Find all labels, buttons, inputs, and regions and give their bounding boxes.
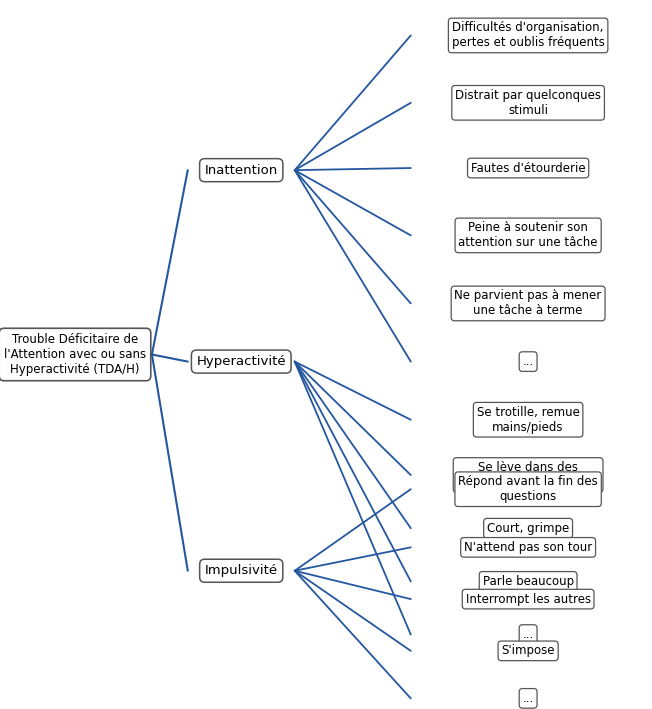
Text: Ne parvient pas à mener
une tâche à terme: Ne parvient pas à mener une tâche à term… [454,289,602,318]
Text: ...: ... [522,355,534,368]
Text: Répond avant la fin des
questions: Répond avant la fin des questions [458,475,598,503]
Text: Trouble Déficitaire de
l'Attention avec ou sans
Hyperactivité (TDA/H): Trouble Déficitaire de l'Attention avec … [4,333,146,376]
Text: Hyperactivité: Hyperactivité [196,355,286,368]
Text: ...: ... [522,628,534,641]
Text: Peine à soutenir son
attention sur une tâche: Peine à soutenir son attention sur une t… [458,221,598,250]
Text: Interrompt les autres: Interrompt les autres [466,593,591,605]
Text: Fautes d'étourderie: Fautes d'étourderie [471,162,585,174]
Text: N'attend pas son tour: N'attend pas son tour [464,541,592,554]
Text: Se trotille, remue
mains/pieds: Se trotille, remue mains/pieds [477,406,580,434]
Text: Parle beaucoup: Parle beaucoup [482,575,574,588]
Text: Difficultés d'organisation,
pertes et oublis fréquents: Difficultés d'organisation, pertes et ou… [452,21,604,50]
Text: Se lève dans des
situations inappropriées: Se lève dans des situations inappropriée… [456,461,600,489]
Text: Court, grimpe: Court, grimpe [487,522,569,535]
Text: Distrait par quelconques
stimuli: Distrait par quelconques stimuli [455,89,601,117]
Text: Inattention: Inattention [205,164,278,177]
Text: ...: ... [522,692,534,705]
Text: Impulsivité: Impulsivité [205,564,278,577]
Text: S'impose: S'impose [501,644,555,657]
